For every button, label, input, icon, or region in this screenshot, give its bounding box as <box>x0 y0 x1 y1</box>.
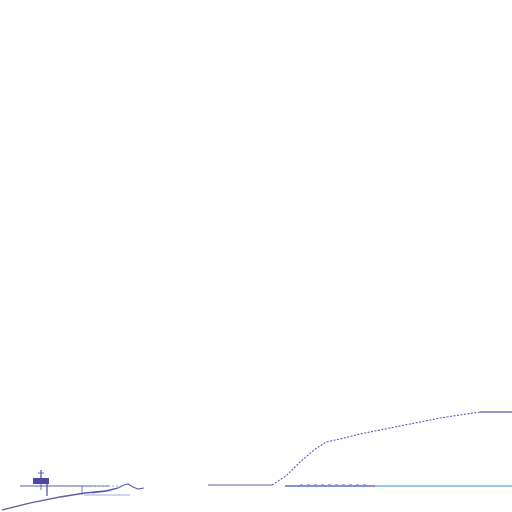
ground-slope-line <box>1 487 119 511</box>
left-berm <box>91 483 145 494</box>
small-tower-icon <box>33 470 83 496</box>
embankment-profile <box>271 411 481 486</box>
